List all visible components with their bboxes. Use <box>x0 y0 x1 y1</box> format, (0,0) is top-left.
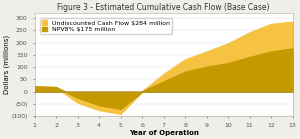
Title: Figure 3 - Estimated Cumulative Cash Flow (Base Case): Figure 3 - Estimated Cumulative Cash Flo… <box>57 3 270 13</box>
X-axis label: Year of Operation: Year of Operation <box>129 130 199 136</box>
Y-axis label: Dollars (millions): Dollars (millions) <box>4 35 10 94</box>
Legend: Undiscounted Cash Flow $284 million, NPV8% $175 million: Undiscounted Cash Flow $284 million, NPV… <box>40 18 172 34</box>
